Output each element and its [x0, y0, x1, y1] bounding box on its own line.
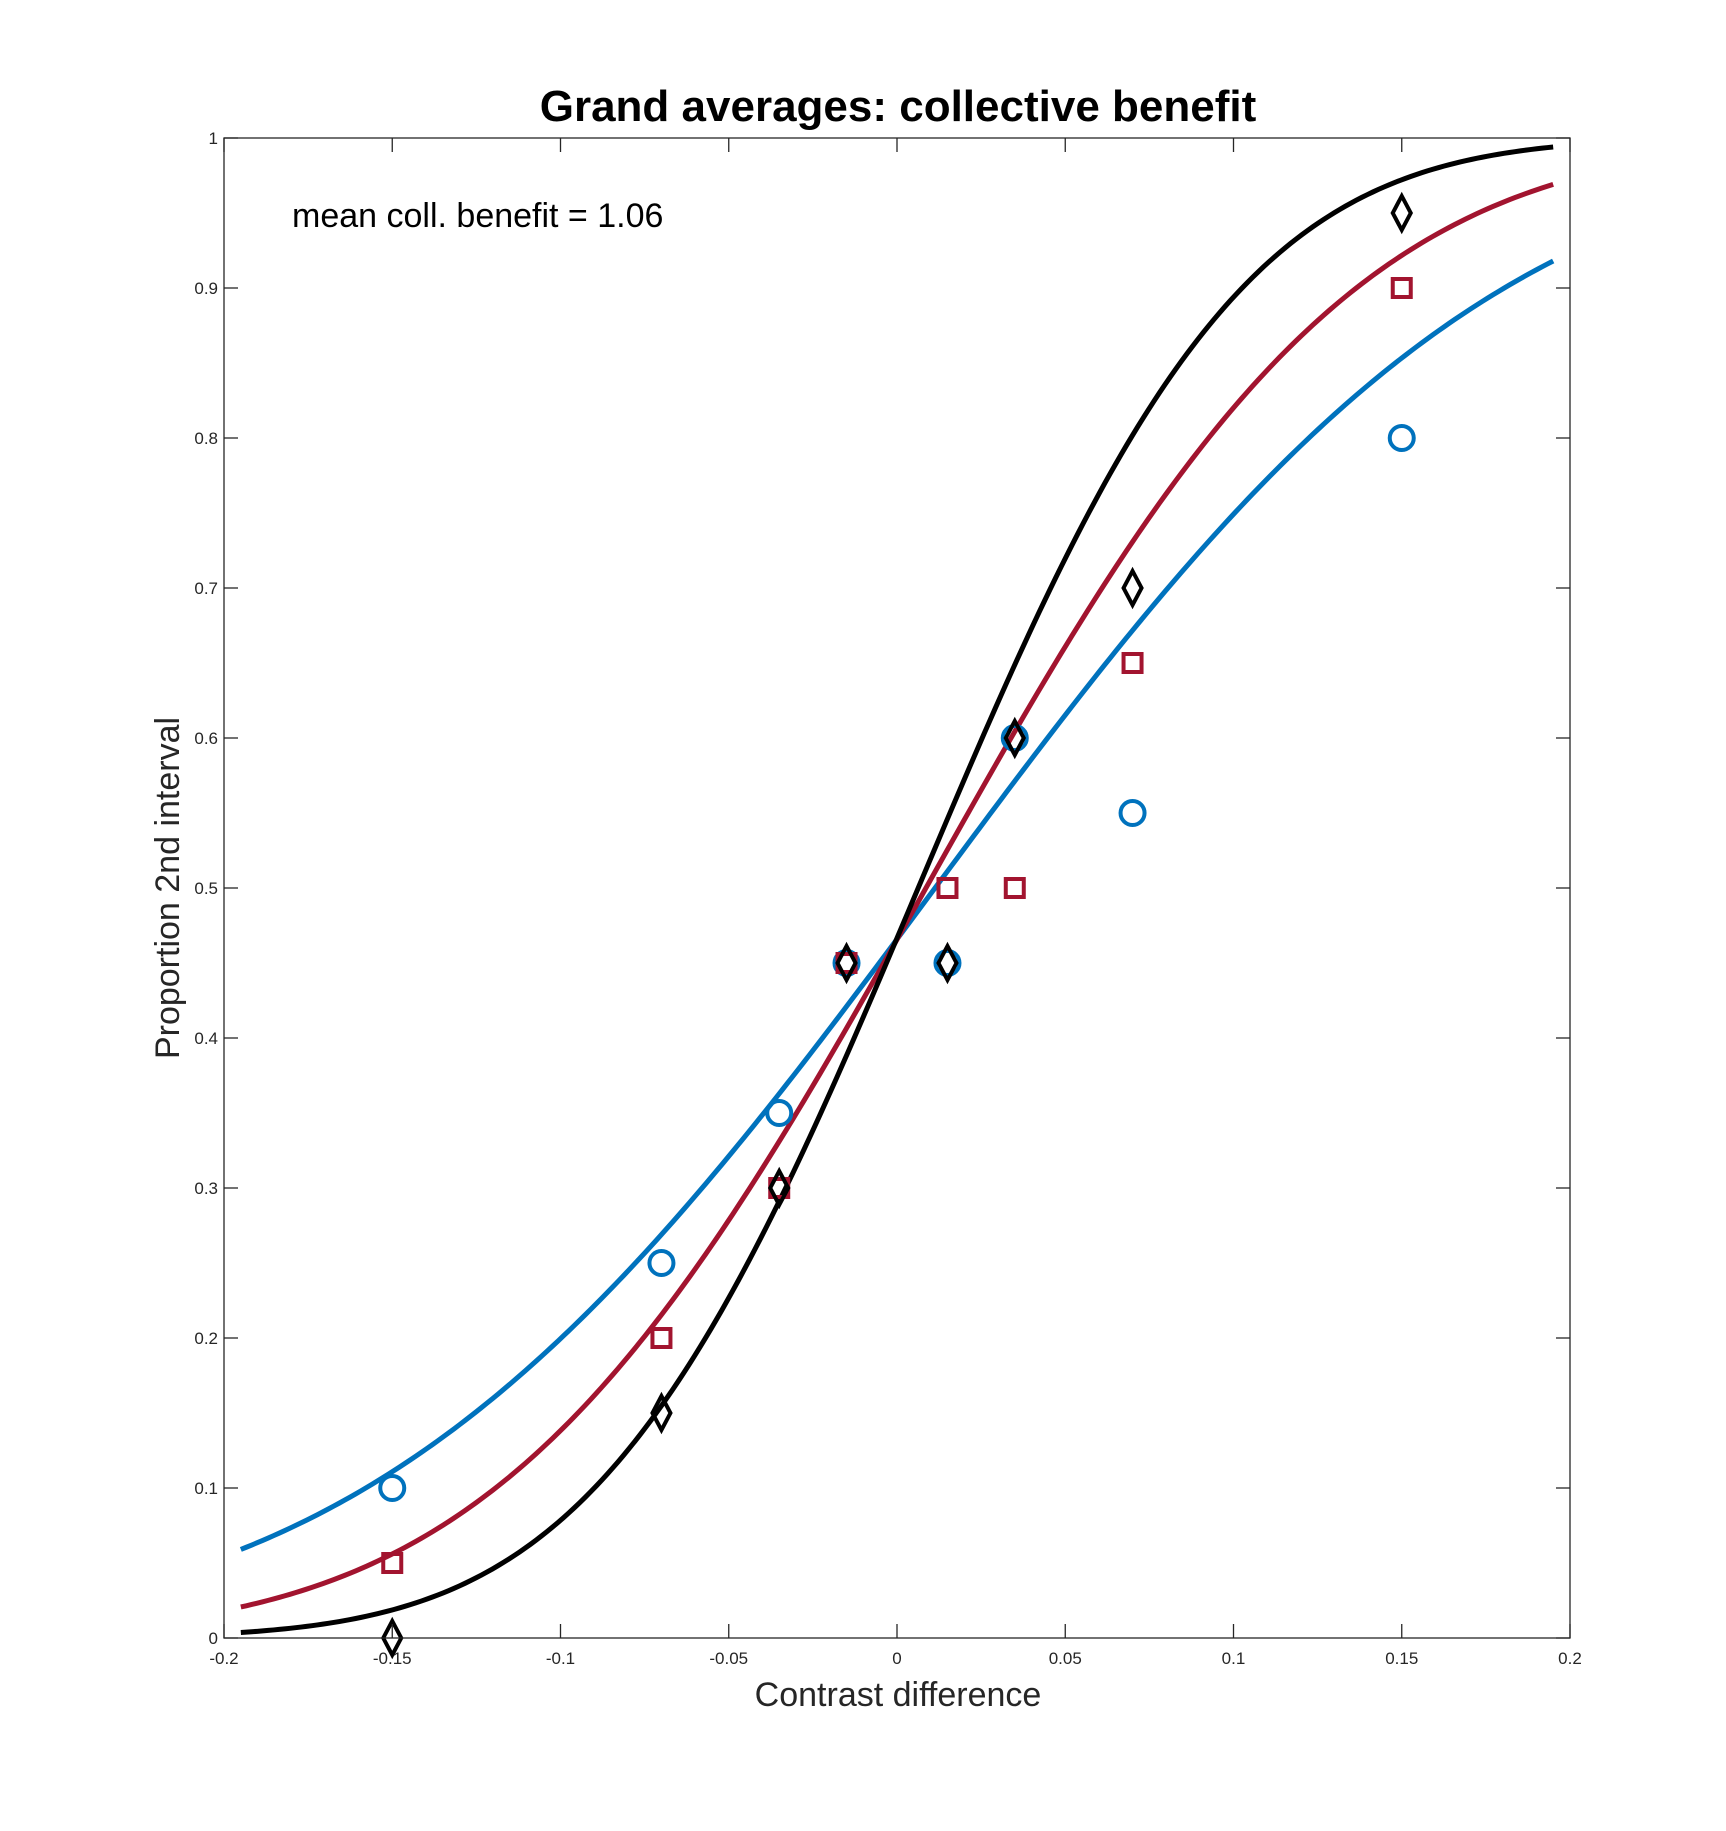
y-tick-label: 0.1	[194, 1479, 218, 1498]
x-tick-label: 0.05	[1049, 1649, 1082, 1668]
data-point-diamond	[1003, 716, 1027, 760]
x-tick-label: -0.15	[373, 1649, 412, 1668]
data-point-diamond	[767, 1166, 791, 1210]
x-tick-label: 0	[892, 1649, 901, 1668]
data-point-diamond	[936, 941, 959, 985]
data-point-square	[936, 877, 959, 899]
data-point-circle	[1000, 724, 1029, 752]
y-tick-label: 0.4	[194, 1029, 218, 1048]
data-point-circle	[647, 1249, 676, 1277]
x-tick-label: -0.05	[709, 1649, 748, 1668]
x-tick-label: -0.2	[209, 1649, 238, 1668]
y-tick-label: 0.2	[194, 1329, 218, 1348]
y-tick-label: 0.9	[194, 279, 218, 298]
y-tick-label: 0.5	[194, 879, 218, 898]
x-tick-label: 0.2	[1558, 1649, 1582, 1668]
y-tick-label: 0.3	[194, 1179, 218, 1198]
y-tick-label: 0	[209, 1629, 218, 1648]
data-point-square	[1003, 877, 1026, 899]
data-point-circle	[378, 1474, 407, 1502]
data-point-square	[1121, 652, 1144, 674]
data-point-square	[650, 1327, 673, 1349]
data-point-diamond	[650, 1391, 673, 1435]
y-axis: 0 0.1 0.2 0.3 0.4 0.5 0.6 0.7 0.8 0.9 1	[194, 129, 1570, 1648]
y-tick-label: 1	[209, 129, 218, 148]
data-point-circle	[765, 1099, 794, 1127]
chart-title: Grand averages: collective benefit	[540, 82, 1257, 131]
data-point-square	[1390, 277, 1413, 299]
x-axis-label: Contrast difference	[755, 1676, 1042, 1714]
data-point-diamond	[1121, 566, 1144, 610]
data-point-square	[381, 1552, 404, 1574]
x-tick-label: -0.1	[546, 1649, 575, 1668]
data-point-circle	[933, 949, 962, 977]
data-point-diamond	[835, 941, 858, 985]
fit-curves	[239, 144, 1555, 1635]
y-axis-label: Proportion 2nd interval	[149, 717, 187, 1059]
data-markers	[378, 191, 1416, 1660]
benefit-annotation: mean coll. benefit = 1.06	[292, 197, 663, 235]
x-axis: -0.2 -0.15 -0.1 -0.05 0 0.05 0.1 0.15 0.2	[209, 138, 1582, 1668]
y-tick-label: 0.6	[194, 729, 218, 748]
data-point-diamond	[1390, 191, 1414, 235]
y-tick-label: 0.8	[194, 429, 218, 448]
plot-area	[224, 138, 1570, 1638]
x-tick-label: 0.1	[1222, 1649, 1246, 1668]
data-point-circle	[832, 949, 861, 977]
data-point-circle	[1387, 424, 1416, 452]
data-point-circle	[1118, 799, 1147, 827]
x-tick-label: 0.15	[1385, 1649, 1418, 1668]
y-tick-label: 0.7	[194, 579, 218, 598]
fit-curve-diamond	[240, 144, 1554, 1635]
data-point-diamond	[380, 1616, 404, 1660]
